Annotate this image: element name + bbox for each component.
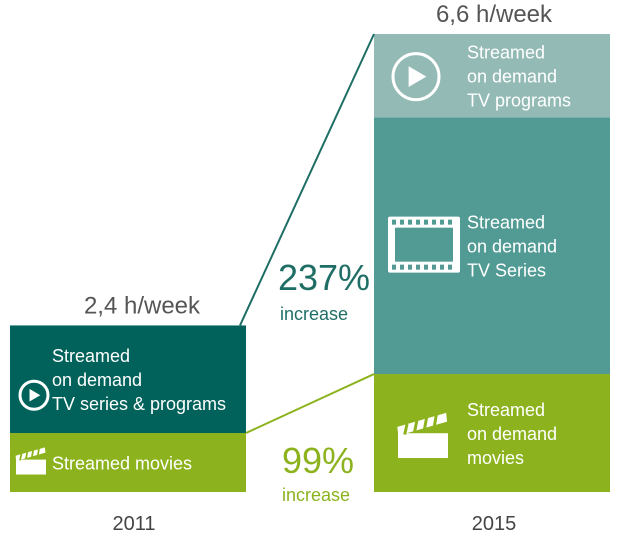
- film-strip-icon: [388, 216, 460, 273]
- clapperboard-stripe: [403, 423, 409, 435]
- segment-label: on demand: [467, 424, 557, 444]
- film-strip-hole: [400, 219, 404, 225]
- film-strip-hole: [448, 264, 452, 270]
- clapperboard-body: [398, 433, 448, 459]
- clapperboard-stripe: [19, 453, 23, 461]
- clapperboard-stripe: [422, 417, 429, 431]
- film-strip-hole: [440, 219, 444, 225]
- bar-total-label: 6,6 h/week: [436, 1, 553, 28]
- play-icon: [18, 379, 50, 411]
- connector-line-tv: [239, 33, 375, 326]
- film-strip-hole: [432, 264, 436, 270]
- segment-label: TV series & programs: [52, 394, 226, 414]
- film-strip-window: [395, 227, 453, 262]
- bar-total-label: 2,4 h/week: [84, 292, 201, 319]
- connector-line-movies: [245, 373, 375, 434]
- segment-label: on demand: [467, 237, 557, 257]
- annotation-text: increase: [282, 485, 350, 505]
- play-icon-triangle: [29, 388, 41, 402]
- film-strip-hole: [408, 219, 412, 225]
- play-icon-triangle: [408, 66, 427, 87]
- segment-label: Streamed movies: [52, 454, 192, 474]
- segment-label: TV Series: [467, 261, 546, 281]
- clapperboard-body: [16, 459, 46, 475]
- film-strip-hole: [432, 219, 436, 225]
- film-strip-hole: [416, 219, 420, 225]
- clapperboard-stripe: [30, 450, 35, 458]
- segment-label: TV programs: [467, 91, 571, 111]
- film-strip-hole: [424, 219, 428, 225]
- bar-segment: [10, 433, 246, 492]
- clapperboard-stripe: [36, 448, 40, 457]
- bar-segment: [374, 374, 610, 492]
- x-tick-label: 2011: [112, 513, 155, 535]
- segment-label: on demand: [52, 370, 142, 390]
- film-strip-hole: [448, 219, 452, 225]
- play-icon-ring: [18, 379, 50, 411]
- film-strip-hole: [424, 264, 428, 270]
- segment-label: Streamed: [467, 213, 545, 233]
- clapperboard-icon: [15, 447, 46, 475]
- segment-label: movies: [467, 448, 524, 468]
- play-icon: [391, 52, 441, 102]
- clapperboard-icon: [397, 412, 448, 459]
- film-strip-hole: [400, 264, 404, 270]
- annotation-percent: 237%: [278, 257, 370, 298]
- segment-label: Streamed: [467, 43, 545, 63]
- annotation-text: increase: [280, 304, 348, 324]
- film-strip-hole: [440, 264, 444, 270]
- clapperboard-stripe: [432, 414, 438, 429]
- play-icon-ring: [391, 52, 441, 102]
- film-strip-hole: [408, 264, 412, 270]
- film-strip-hole: [392, 264, 396, 270]
- segment-label: Streamed: [52, 346, 130, 366]
- segment-label: Streamed: [467, 400, 545, 420]
- bar-segment: [10, 325, 246, 434]
- film-strip-hole: [392, 219, 396, 225]
- clapperboard-stripe: [413, 420, 419, 433]
- annotation-percent: 99%: [282, 440, 354, 481]
- x-tick-label: 2015: [472, 513, 517, 535]
- film-strip-hole: [416, 264, 420, 270]
- segment-label: on demand: [467, 67, 557, 87]
- clapperboard-stripe: [25, 451, 29, 460]
